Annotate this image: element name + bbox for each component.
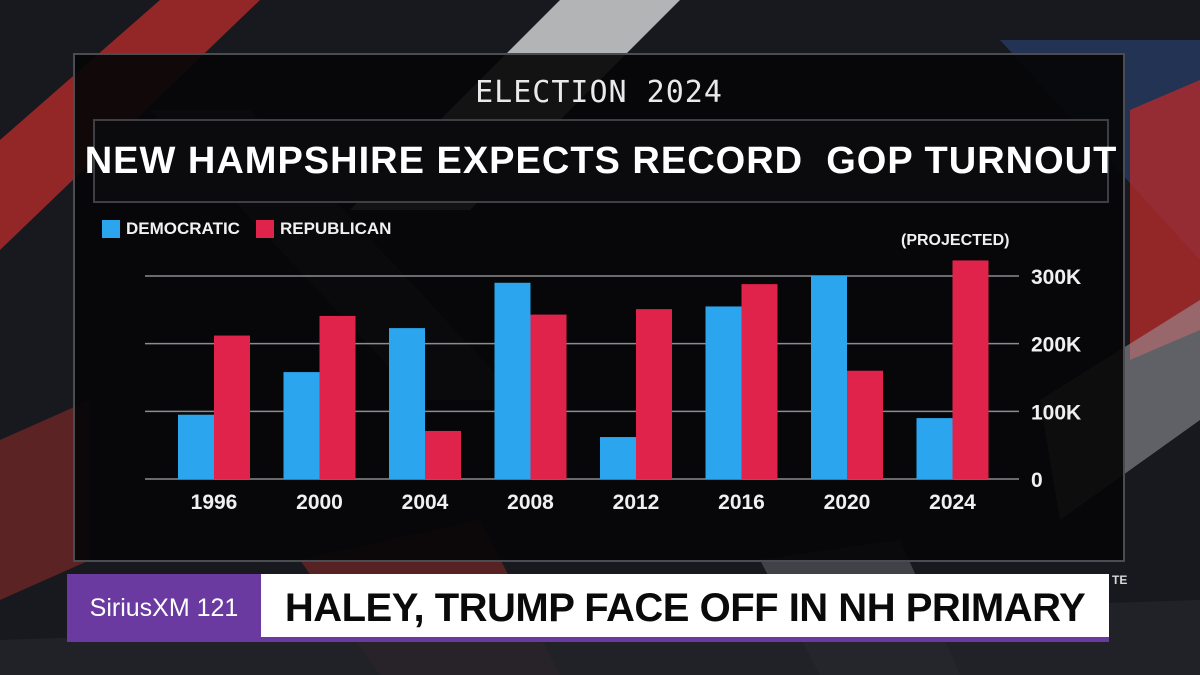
headline-text: HALEY, TRUMP FACE OFF IN NH PRIMARY [284,585,1086,630]
legend-label-republican: REPUBLICAN [279,219,392,238]
bar-democratic-2024 [916,418,953,479]
chart-title: NEW HAMPSHIRE EXPECTS RECORD GOP TURNOUT [84,139,1118,182]
bar-democratic-2004 [389,328,425,479]
y-tick-label: 0 [1031,469,1043,492]
x-tick-label: 2008 [507,491,554,514]
bar-democratic-2008 [494,282,531,479]
legend-swatch-democratic [102,220,120,238]
channel-label: SiriusXM 121 [67,574,261,642]
y-tick-label: 200K [1031,334,1081,357]
kicker-label: ELECTION 2024 [475,75,723,110]
x-tick-label: 1996 [191,491,238,514]
headline-accent-line [261,637,1109,642]
bar-republican-2012 [636,309,672,479]
bar-democratic-1996 [178,414,214,479]
bar-chart: 0 100K 200K 300K 1996 2000 2004 2008 2012 2016 202… [145,260,1081,514]
bar-republican-2020 [847,370,883,479]
legend-item-republican: REPUBLICAN [255,219,392,239]
legend-swatch-republican [255,220,274,238]
chart-panel: ELECTION 2024 NEW HAMPSHIRE EXPECTS RECO… [73,53,1125,562]
x-tick-label: 2016 [718,491,765,514]
bar-republican-2004 [425,430,461,479]
bar-republican-2000 [319,315,356,479]
x-tick-label: 2004 [402,491,449,514]
y-tick-label: 300K [1031,266,1081,289]
legend-label-democratic: DEMOCRATIC [126,219,240,238]
bar-democratic-2000 [283,372,320,479]
legend-item-democratic: DEMOCRATIC [102,219,240,239]
x-tick-label: 2024 [929,491,976,514]
bar-republican-2024 [952,260,989,479]
headline-box: HALEY, TRUMP FACE OFF IN NH PRIMARY [261,574,1109,642]
bar-republican-2016 [741,284,778,479]
bar-democratic-2020 [811,276,847,479]
x-tick-label: 2012 [613,491,660,514]
x-tick-label: 2020 [824,491,871,514]
chart-title-box: NEW HAMPSHIRE EXPECTS RECORD GOP TURNOUT [85,119,1116,203]
x-tick-label: 2000 [296,491,343,514]
y-tick-label: 100K [1031,401,1081,424]
projected-annotation: (PROJECTED) [901,232,1010,249]
corner-label: TE [1112,573,1128,587]
bar-democratic-2016 [705,306,742,479]
bar-republican-1996 [214,335,250,479]
lower-third: SiriusXM 121 HALEY, TRUMP FACE OFF IN NH… [67,574,1109,642]
bar-democratic-2012 [600,437,636,479]
bar-republican-2008 [530,314,567,479]
legend: DEMOCRATIC REPUBLICAN [102,219,391,239]
